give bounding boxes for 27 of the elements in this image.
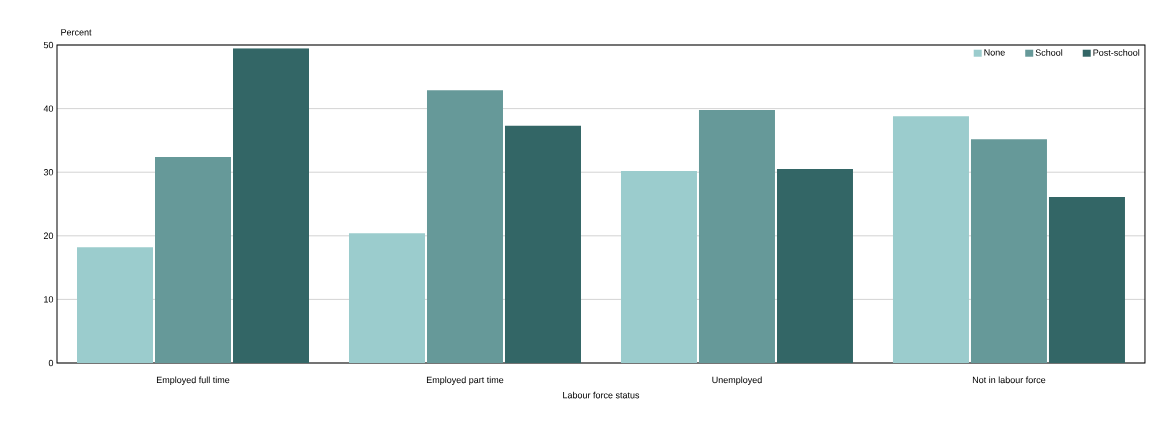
bar xyxy=(426,90,503,363)
bar xyxy=(698,109,775,363)
bar xyxy=(776,169,853,363)
x-tick-label: Unemployed xyxy=(712,376,762,385)
legend-label: Post-school xyxy=(1093,49,1140,56)
bar xyxy=(970,139,1047,363)
x-tick-label: Employed full time xyxy=(156,376,230,385)
x-axis-title: Labour force status xyxy=(563,391,640,399)
bar xyxy=(504,125,581,363)
y-tick-label: 10 xyxy=(44,296,54,303)
y-tick-label: 20 xyxy=(43,232,54,239)
bar xyxy=(233,48,309,363)
y-tick-label: 50 xyxy=(43,41,54,49)
bar xyxy=(620,170,697,363)
bar xyxy=(1048,197,1125,363)
bar xyxy=(155,156,231,363)
y-tick-label: 30 xyxy=(43,169,54,176)
y-tick-label: 40 xyxy=(43,105,54,112)
x-tick-label: Not in labour force xyxy=(972,376,1046,384)
legend-label: School xyxy=(1035,49,1063,56)
legend-label: None xyxy=(984,49,1005,56)
bar xyxy=(892,116,969,363)
x-tick-label: Employed part time xyxy=(426,376,504,385)
bar xyxy=(348,233,425,363)
y-axis-title: Percent xyxy=(61,29,92,36)
bar xyxy=(77,247,153,363)
y-tick-label: 0 xyxy=(48,359,54,367)
